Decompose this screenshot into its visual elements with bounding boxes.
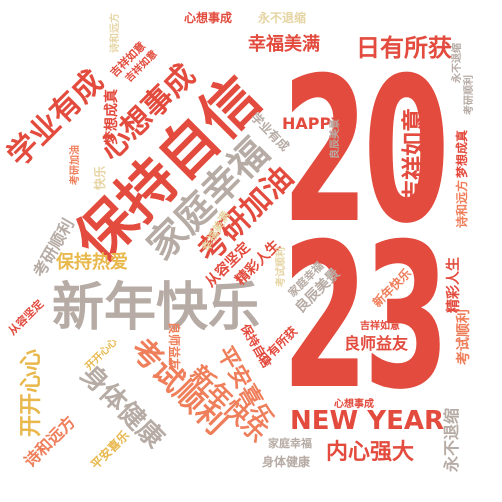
- word-good-mentor: 良师益友: [344, 334, 409, 353]
- word-poetry-small-2: 诗和远方: [110, 13, 121, 53]
- word-mentor-small: 良师益友: [167, 321, 182, 371]
- word-never-retreat-small: 永不退缩: [258, 11, 307, 25]
- word-inner-strength: 内心强大: [326, 440, 415, 465]
- word-dream-small: 梦想成真: [455, 129, 470, 179]
- word-happy: HAPPY: [282, 114, 343, 133]
- word-poetry-small: 诗和远方: [455, 179, 470, 229]
- word-auspicious-small-2: 吉祥如意: [360, 321, 400, 332]
- year-top-digits: 20: [282, 35, 450, 268]
- word-good-time-small: 良辰美景: [330, 119, 341, 159]
- word-calm-small: 从容坚定: [5, 297, 47, 338]
- word-exam-pass-small: 考研顺利: [464, 75, 475, 115]
- word-daily-gain: 日有所获: [356, 34, 452, 62]
- word-exam-small-2: 考试顺利: [276, 247, 287, 287]
- word-health-small: 身体健康: [262, 455, 311, 469]
- word-happy-happy: 开开心心: [19, 348, 45, 438]
- word-peace-small: 平安喜乐: [88, 428, 132, 472]
- word-family-small-2: 家庭幸福: [268, 437, 312, 450]
- word-wishes-small-2: 心想事成: [334, 399, 374, 410]
- word-keep-passion: 保持热爱: [56, 252, 128, 273]
- word-new-year: NEW YEAR: [290, 406, 444, 436]
- word-exam-go-small: 考研加油: [70, 145, 81, 185]
- word-dream-true: 梦想成真: [104, 89, 120, 145]
- word-auspicious: 吉祥如意: [400, 108, 428, 204]
- word-wishes-small: 心想事成: [184, 11, 233, 25]
- word-wonderful-small: 精彩人生: [446, 257, 462, 313]
- word-happy-fulfilled: 幸福美满: [248, 34, 320, 55]
- word-never-small: 永不退缩: [452, 43, 463, 83]
- word-joy-small: 快乐: [93, 165, 108, 191]
- year-bottom-digits: 23: [282, 201, 450, 434]
- word-never-retreat: 永不退缩: [442, 407, 462, 473]
- word-exam-smooth-small: 考试顺利: [456, 309, 472, 365]
- word-happy-new-year: 新年快乐: [52, 278, 261, 338]
- word-academic-success: 学业有成: [0, 63, 111, 174]
